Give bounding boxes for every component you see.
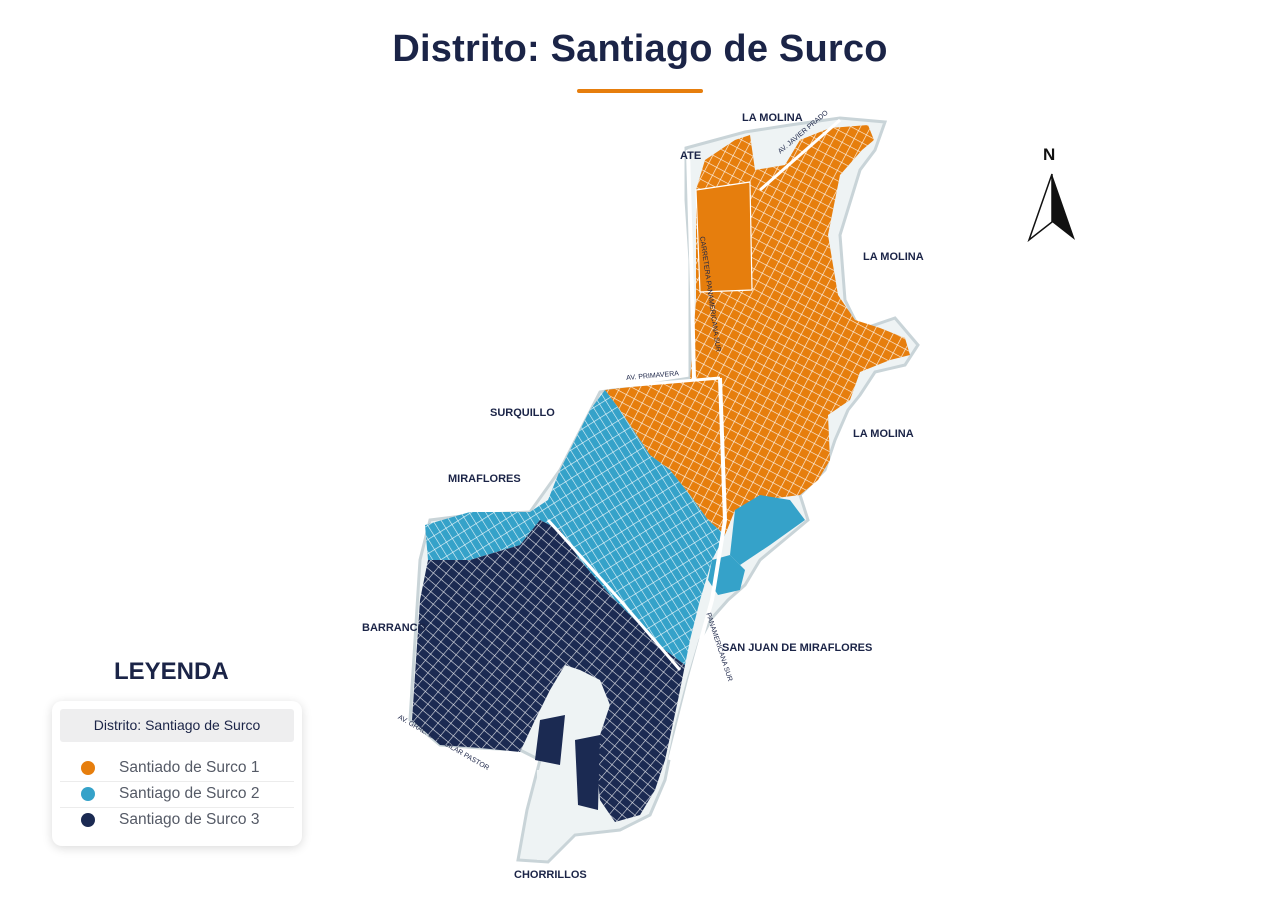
neighbor-la-molina-mid: LA MOLINA (863, 251, 924, 263)
legend-panel: Distrito: Santiago de Surco Santiado de … (52, 701, 302, 846)
neighbor-san-juan-de-miraflores: SAN JUAN DE MIRAFLORES (722, 642, 873, 654)
zone-2-area[interactable] (425, 390, 805, 665)
neighbor-la-molina-low: LA MOLINA (853, 428, 914, 440)
zone-1-area[interactable] (605, 125, 910, 535)
neighbor-la-molina-top: LA MOLINA (742, 112, 803, 124)
title-underline (577, 89, 703, 93)
page-title: Distrito: Santiago de Surco (392, 28, 888, 70)
road-network (537, 118, 841, 860)
neighbor-barranco: BARRANCO (362, 622, 427, 634)
legend-swatch-zone-2 (81, 787, 95, 801)
legend-swatch-zone-3 (81, 813, 95, 827)
legend-item: Santiago de Surco 3 (60, 807, 294, 833)
neighbor-chorrillos: CHORRILLOS (514, 869, 587, 881)
north-arrow-icon (1027, 173, 1075, 243)
north-label: N (1043, 145, 1056, 164)
legend-item: Santiago de Surco 2 (60, 781, 294, 808)
legend-label-zone-3: Santiago de Surco 3 (119, 811, 260, 828)
neighbor-surquillo: SURQUILLO (490, 407, 555, 419)
legend-label-zone-1: Santiado de Surco 1 (119, 759, 260, 776)
legend-item: Santiado de Surco 1 (60, 755, 294, 782)
neighbor-ate: ATE (680, 150, 702, 162)
legend-title: LEYENDA (114, 658, 229, 685)
legend-header: Distrito: Santiago de Surco (60, 709, 294, 742)
zone-3-area[interactable] (412, 520, 685, 822)
legend-label-zone-2: Santiago de Surco 2 (119, 785, 260, 802)
neighbor-miraflores: MIRAFLORES (448, 473, 521, 485)
legend-swatch-zone-1 (81, 761, 95, 775)
